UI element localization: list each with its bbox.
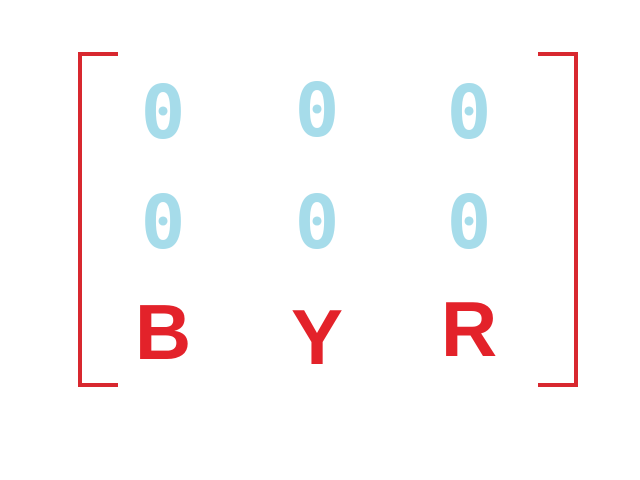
- matrix-cell-r2-c3: 0: [446, 180, 492, 266]
- matrix-cell-r1-c1: 0: [140, 70, 186, 156]
- matrix-cell-r3-c3: R: [440, 285, 498, 373]
- matrix-cell-r3-c2: Y: [290, 293, 344, 381]
- matrix-cell-r1-c3: 0: [446, 70, 492, 156]
- right-bracket: [538, 52, 578, 387]
- matrix-cell-r2-c1: 0: [140, 180, 186, 266]
- matrix-cell-r3-c1: B: [134, 288, 192, 376]
- matrix-cell-r1-c2: 0: [294, 68, 340, 154]
- left-bracket: [78, 52, 118, 387]
- matrix-cell-r2-c2: 0: [294, 180, 340, 266]
